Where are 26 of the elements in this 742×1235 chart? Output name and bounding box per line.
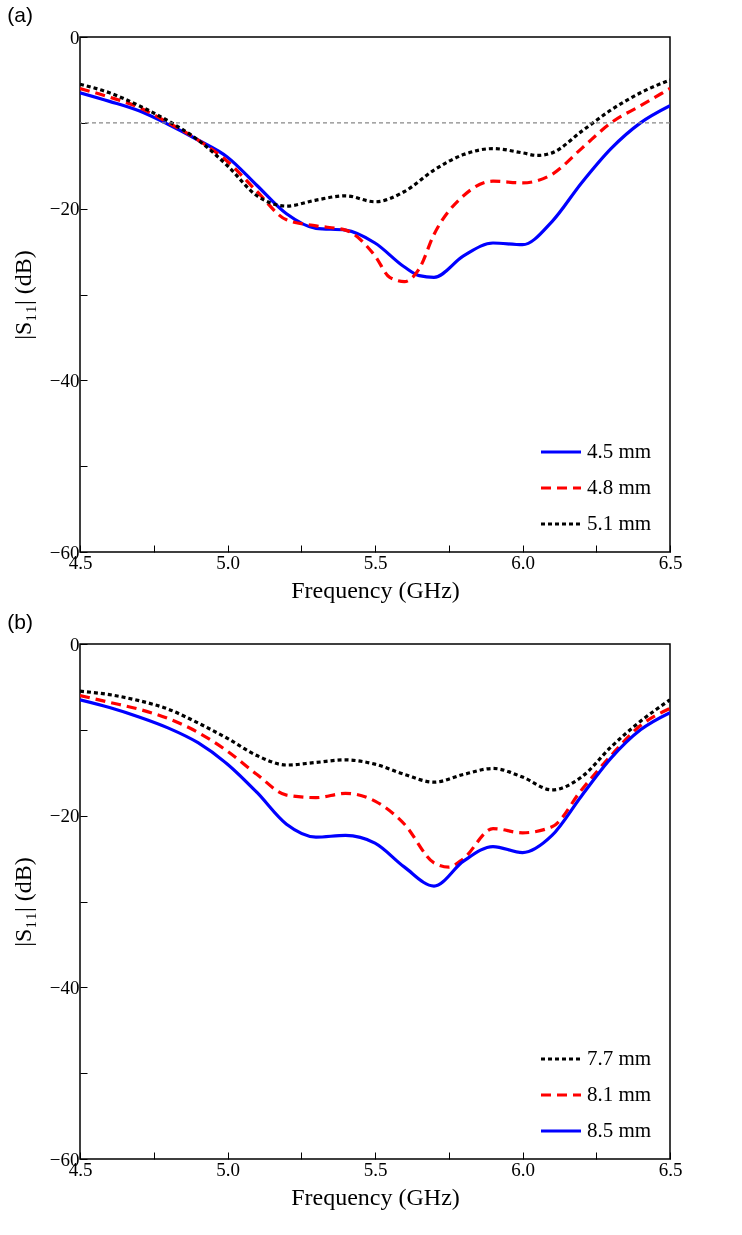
- legend-label: 8.5 mm: [587, 1118, 652, 1142]
- chart-title: (a): [7, 3, 33, 26]
- y-axis-title: |S₁₁| (dB): [9, 250, 36, 340]
- x-tick-label: 6.0: [511, 1158, 535, 1180]
- x-tick-label: 5.0: [216, 1158, 240, 1180]
- x-tick-label: 6.0: [511, 551, 535, 573]
- x-tick-label: 5.5: [363, 551, 388, 573]
- legend-label: 5.1 mm: [587, 511, 652, 535]
- x-tick-label: 5.5: [363, 1158, 388, 1180]
- x-tick-label: 6.5: [658, 551, 683, 573]
- x-axis-title: Frequency (GHz): [291, 1183, 460, 1210]
- y-tick-label: −40: [49, 369, 80, 391]
- legend-label: 8.1 mm: [587, 1082, 652, 1106]
- x-axis-title: Frequency (GHz): [291, 576, 460, 603]
- legend-label: 7.7 mm: [587, 1046, 652, 1070]
- y-axis-title: |S₁₁| (dB): [9, 857, 36, 947]
- y-tick-label: −20: [49, 198, 80, 220]
- y-tick-label: −40: [49, 976, 80, 998]
- legend-label: 4.5 mm: [587, 439, 652, 463]
- x-tick-label: 5.0: [216, 551, 240, 573]
- y-tick-label: 0: [70, 633, 80, 655]
- y-tick-label: 0: [70, 26, 80, 48]
- y-tick-label: −20: [49, 805, 80, 827]
- x-tick-label: 6.5: [658, 1158, 683, 1180]
- legend-label: 4.8 mm: [587, 475, 652, 499]
- chart-title: (b): [7, 610, 33, 633]
